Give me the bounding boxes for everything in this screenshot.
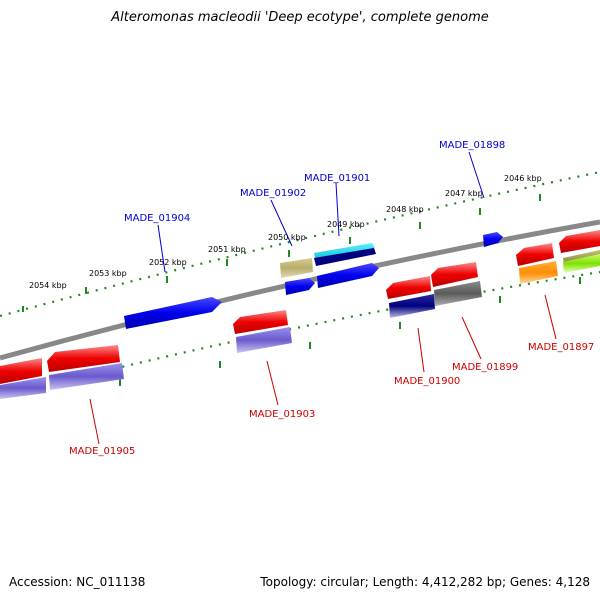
gene-label-made-01903[interactable]: MADE_01903 xyxy=(249,409,315,420)
gene-feature-made-01899[interactable] xyxy=(431,262,478,287)
tick-label-2051: 2051 kbp xyxy=(208,245,246,254)
gene-feature-blue-2 xyxy=(317,263,379,288)
gene-feature-purple-left xyxy=(0,377,46,399)
tick-label-2047: 2047 kbp xyxy=(445,189,483,198)
gene-feature-purple-1905 xyxy=(49,363,124,390)
gene-feature-navy xyxy=(389,294,435,318)
leader-made-01905 xyxy=(89,398,100,445)
leader-made-01897 xyxy=(544,294,557,340)
accession-text: Accession: NC_011138 xyxy=(9,575,146,589)
gene-feature-made-01905[interactable] xyxy=(47,345,120,372)
leader-made-01904 xyxy=(157,224,166,273)
leader-made-01898 xyxy=(468,151,485,199)
gene-feature-made-01898[interactable] xyxy=(483,232,503,247)
gene-feature-purple-1903 xyxy=(236,327,292,353)
gene-feature-lime xyxy=(563,254,600,273)
tick-label-2050: 2050 kbp xyxy=(268,233,306,242)
leader-made-01901 xyxy=(335,182,340,237)
tick-label-2052: 2052 kbp xyxy=(149,258,187,267)
gene-feature-gray xyxy=(434,281,482,306)
map-title: Alteromonas macleodii 'Deep ecotype', co… xyxy=(111,10,489,25)
gene-label-made-01900[interactable]: MADE_01900 xyxy=(394,376,460,387)
gene-feature-made-01900[interactable] xyxy=(386,276,431,299)
gene-feature-made-01903[interactable] xyxy=(233,310,288,334)
leader-made-01900 xyxy=(417,327,425,373)
gene-feature-made-01904[interactable] xyxy=(124,297,222,329)
tick-label-2046: 2046 kbp xyxy=(504,174,542,183)
gene-feature-made-01901-b xyxy=(314,248,376,266)
gene-label-made-01902[interactable]: MADE_01902 xyxy=(240,188,306,199)
gene-feature-made-01897[interactable] xyxy=(516,243,554,266)
gene-label-made-01905[interactable]: MADE_01905 xyxy=(69,446,135,457)
gene-label-made-01898[interactable]: MADE_01898 xyxy=(439,140,505,151)
tick-label-2054: 2054 kbp xyxy=(29,281,67,290)
tick-label-2049: 2049 kbp xyxy=(327,220,365,229)
gene-label-made-01897[interactable]: MADE_01897 xyxy=(528,342,594,353)
gene-feature-red-right xyxy=(559,230,600,253)
tick-label-2053: 2053 kbp xyxy=(89,269,127,278)
gene-feature-red-left xyxy=(0,358,42,384)
gene-label-made-01899[interactable]: MADE_01899 xyxy=(452,362,518,373)
gene-feature-made-01902[interactable] xyxy=(285,278,315,295)
leader-made-01899 xyxy=(461,316,482,360)
leader-made-01902 xyxy=(270,199,293,247)
tick-label-2048: 2048 kbp xyxy=(386,205,424,214)
gene-feature-tan xyxy=(280,258,313,278)
top-scale-line xyxy=(0,170,600,318)
gene-label-made-01901[interactable]: MADE_01901 xyxy=(304,173,370,184)
genome-info-text: Topology: circular; Length: 4,412,282 bp… xyxy=(260,575,590,589)
leader-made-01903 xyxy=(266,360,279,406)
gene-feature-orange xyxy=(519,261,558,284)
scale-ticks xyxy=(22,194,581,386)
gene-label-made-01904[interactable]: MADE_01904 xyxy=(124,213,190,224)
